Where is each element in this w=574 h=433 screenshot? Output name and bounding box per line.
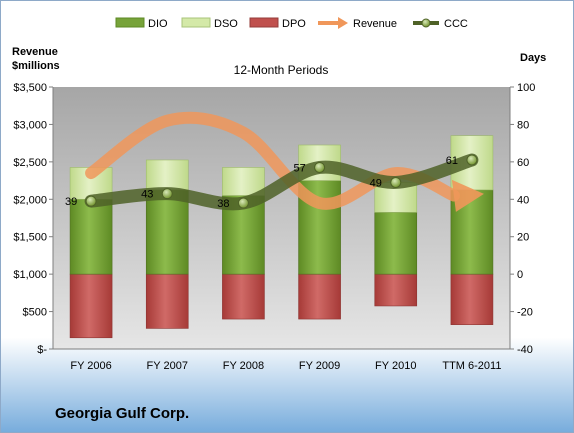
ccc-marker [161,188,173,200]
right-tick-label: -40 [517,344,533,356]
ccc-data-label: 57 [293,162,305,174]
left-axis-title-line1: Revenue [12,46,58,58]
category-label: FY 2009 [299,360,340,372]
category-axis: FY 2006 FY 2007 FY 2008 FY 2009 FY 2010 TTM 6… [53,348,510,372]
ccc-data-label: 43 [141,189,153,201]
revenue-series [85,111,484,212]
bar-dpo [69,273,113,339]
right-tick-label: 80 [517,119,529,131]
ccc-data-label: 61 [446,155,458,167]
legend-label-revenue: Revenue [353,18,397,30]
left-tick-label: $- [37,344,47,356]
legend-label-dpo: DPO [282,18,306,30]
legend-swatch-dpo [249,17,279,28]
left-axis: $- $500 $1,000 $1,500 $2,000 $2,500 $3,000 $3,5… [13,82,54,356]
bar-dio [145,189,189,275]
ccc-marker [466,154,478,166]
legend-label-dso: DSO [214,18,238,30]
revenue-arrowhead [451,179,484,212]
ccc-marker [85,195,97,207]
bar-dpo [374,273,418,307]
bar-dio [450,189,494,275]
ccc-marker [314,161,326,173]
ccc-data-label: 49 [370,177,382,189]
ccc-series: 39 43 38 57 49 61 [65,153,479,211]
right-tick-label: 60 [517,157,529,169]
left-tick-label: $2,500 [13,157,47,169]
left-tick-label: $2,000 [13,194,47,206]
ccc-data-label: 38 [217,198,229,210]
category-label: FY 2007 [147,360,188,372]
legend-swatch-dio [115,17,145,28]
bar-dso [145,159,189,191]
right-tick-label: -20 [517,307,533,319]
chart-title: 12-Month Periods [234,63,329,77]
bar-dpo [298,273,341,320]
ccc-data-label: 39 [65,196,77,208]
right-axis-title: Days [520,52,546,64]
legend-swatch-revenue [318,17,348,29]
right-tick-label: 100 [517,82,535,94]
right-tick-label: 40 [517,194,529,206]
legend-swatch-ccc [413,18,439,28]
legend: DIO DSO DPO Revenue CCC [115,17,468,30]
left-axis-title-line2: $millions [12,60,60,72]
right-tick-label: 20 [517,232,529,244]
bar-dpo [222,273,265,320]
ccc-marker [390,176,402,188]
category-label: TTM 6-2011 [442,360,501,372]
right-axis: -40 -20 0 20 40 60 80 100 [509,82,535,356]
legend-label-dio: DIO [148,18,168,30]
left-tick-label: $3,500 [13,82,47,94]
category-label: FY 2006 [70,360,111,372]
category-label: FY 2008 [223,360,264,372]
left-tick-label: $1,500 [13,232,47,244]
revenue-line [85,111,460,210]
plot-area [53,87,510,349]
company-name: Georgia Gulf Corp. [55,405,189,422]
category-label: FY 2010 [375,360,416,372]
bar-dso [222,167,265,196]
left-tick-label: $1,000 [13,269,47,281]
left-tick-label: $500 [23,307,47,319]
left-tick-label: $3,000 [13,119,47,131]
bar-dio [69,198,113,275]
bar-dpo [450,273,494,325]
ccc-marker [237,197,249,209]
bar-dio [374,212,418,275]
legend-label-ccc: CCC [444,18,468,30]
right-tick-label: 0 [517,269,523,281]
legend-swatch-dso [181,17,211,28]
bar-dpo [145,273,189,329]
